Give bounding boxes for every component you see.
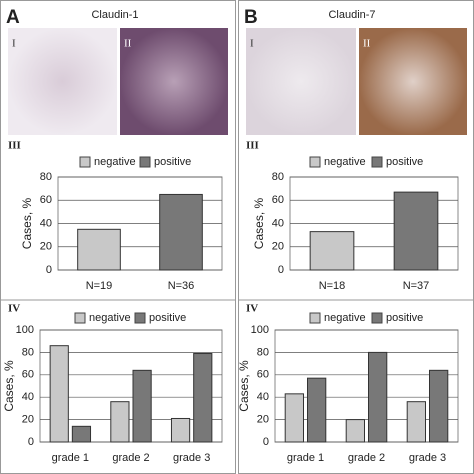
bar bbox=[132, 369, 152, 443]
legend-label: positive bbox=[386, 156, 423, 168]
image-label: I bbox=[12, 38, 16, 50]
micrograph bbox=[359, 28, 467, 135]
y-tick-label: 40 bbox=[22, 391, 34, 403]
panel-title: Claudin-1 bbox=[91, 9, 138, 21]
x-tick-label: grade 1 bbox=[52, 452, 89, 464]
legend-swatch bbox=[74, 312, 86, 324]
image-label: II bbox=[363, 38, 371, 50]
y-tick-label: 0 bbox=[46, 264, 52, 276]
legend-swatch bbox=[139, 156, 151, 168]
y-tick-label: 60 bbox=[272, 194, 284, 206]
y-axis-label: Cases, % bbox=[2, 360, 16, 412]
y-tick-label: 60 bbox=[40, 194, 52, 206]
bar bbox=[110, 401, 130, 443]
bar bbox=[49, 345, 69, 443]
bar bbox=[307, 377, 327, 443]
section-label: IV bbox=[8, 303, 20, 315]
legend-swatch bbox=[309, 312, 321, 324]
x-tick-label: grade 3 bbox=[409, 452, 446, 464]
bar bbox=[345, 419, 366, 443]
bar bbox=[309, 231, 355, 271]
image-label: II bbox=[124, 38, 132, 50]
legend-swatch bbox=[79, 156, 91, 168]
y-tick-label: 100 bbox=[251, 324, 269, 336]
legend-label: positive bbox=[149, 312, 186, 324]
y-tick-label: 40 bbox=[257, 391, 269, 403]
bar bbox=[77, 228, 121, 271]
plot-area bbox=[274, 329, 459, 443]
legend-swatch bbox=[134, 312, 146, 324]
micrograph bbox=[246, 28, 356, 135]
x-tick-label: N=19 bbox=[86, 280, 113, 292]
legend-label: negative bbox=[94, 156, 136, 168]
bar bbox=[159, 193, 203, 271]
x-tick-label: grade 1 bbox=[287, 452, 324, 464]
legend-label: negative bbox=[89, 312, 131, 324]
micrograph bbox=[120, 28, 228, 135]
legend-swatch bbox=[371, 312, 383, 324]
y-axis-label: Cases, % bbox=[237, 360, 251, 412]
bar bbox=[406, 401, 427, 443]
y-tick-label: 20 bbox=[257, 414, 269, 426]
legend-label: negative bbox=[324, 312, 366, 324]
y-tick-label: 20 bbox=[272, 241, 284, 253]
plot-area bbox=[39, 329, 223, 443]
panel-letter: B bbox=[244, 7, 258, 28]
y-tick-label: 0 bbox=[28, 436, 34, 448]
legend-label: negative bbox=[324, 156, 366, 168]
x-tick-label: N=36 bbox=[168, 280, 195, 292]
legend-swatch bbox=[371, 156, 383, 168]
y-tick-label: 20 bbox=[22, 414, 34, 426]
legend-label: positive bbox=[154, 156, 191, 168]
y-axis-label: Cases, % bbox=[252, 197, 266, 249]
y-tick-label: 80 bbox=[22, 346, 34, 358]
section-label: III bbox=[8, 140, 21, 152]
legend-swatch bbox=[309, 156, 321, 168]
legend-label: positive bbox=[386, 312, 423, 324]
bar bbox=[170, 417, 191, 443]
y-tick-label: 40 bbox=[40, 217, 52, 229]
y-axis-label: Cases, % bbox=[20, 197, 34, 249]
y-tick-label: 40 bbox=[272, 217, 284, 229]
x-tick-label: N=18 bbox=[319, 280, 346, 292]
y-tick-label: 0 bbox=[278, 264, 284, 276]
y-tick-label: 60 bbox=[257, 369, 269, 381]
panel-title: Claudin-7 bbox=[328, 9, 375, 21]
x-tick-label: grade 2 bbox=[348, 452, 385, 464]
y-tick-label: 80 bbox=[257, 346, 269, 358]
y-tick-label: 60 bbox=[22, 369, 34, 381]
section-label: III bbox=[246, 140, 259, 152]
bar bbox=[193, 353, 213, 443]
section-label: IV bbox=[246, 303, 258, 315]
panel-letter: A bbox=[6, 7, 20, 28]
bar bbox=[71, 425, 92, 443]
bar bbox=[429, 369, 449, 443]
x-tick-label: N=37 bbox=[403, 280, 430, 292]
bar bbox=[393, 191, 439, 271]
image-label: I bbox=[250, 38, 254, 50]
y-tick-label: 80 bbox=[40, 171, 52, 183]
bar bbox=[284, 393, 305, 443]
y-tick-label: 80 bbox=[272, 171, 284, 183]
x-tick-label: grade 3 bbox=[173, 452, 210, 464]
x-tick-label: grade 2 bbox=[112, 452, 149, 464]
micrograph bbox=[8, 28, 117, 135]
y-tick-label: 100 bbox=[16, 324, 34, 336]
y-tick-label: 0 bbox=[263, 436, 269, 448]
y-tick-label: 20 bbox=[40, 241, 52, 253]
bar bbox=[368, 351, 388, 443]
